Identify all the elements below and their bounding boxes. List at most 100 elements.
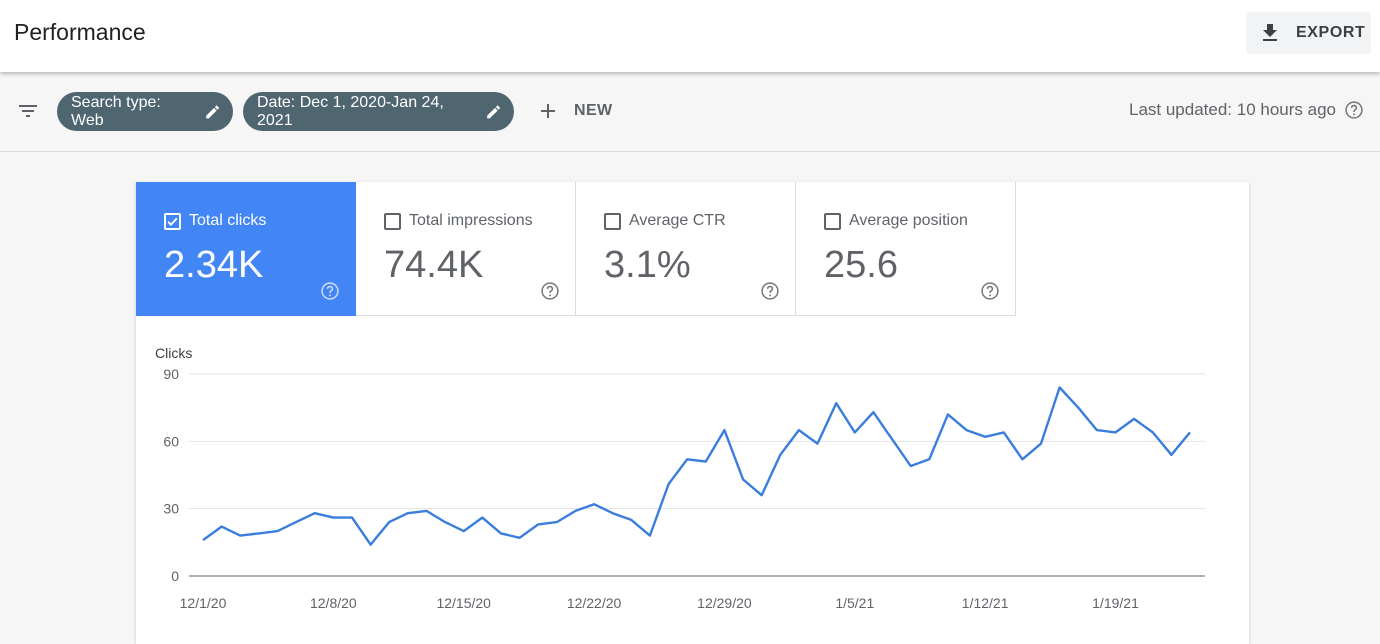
data-point[interactable] (290, 516, 302, 528)
data-point[interactable] (737, 473, 749, 485)
x-tick-label: 1/19/21 (1092, 595, 1139, 611)
metric-label: Average position (849, 212, 968, 229)
data-point[interactable] (1072, 402, 1084, 414)
help-icon[interactable] (540, 281, 560, 301)
metric-value: 25.6 (824, 244, 898, 286)
data-point[interactable] (197, 534, 209, 546)
data-point[interactable] (514, 532, 526, 544)
data-point[interactable] (774, 449, 786, 461)
search-type-chip-label: Search type: Web (71, 93, 161, 129)
metric-label-row: Average CTR (604, 212, 726, 230)
date-chip-label: Date: Dec 1, 2020-Jan 24, 2021 (257, 93, 444, 129)
data-point[interactable] (905, 460, 917, 472)
data-point[interactable] (1110, 426, 1122, 438)
y-tick-label: 60 (163, 433, 179, 449)
clicks-chart: Clicks 0 30 60 90 12/1/20 12/8/20 12/15/20 12/… (155, 345, 1205, 611)
metric-label: Total impressions (409, 212, 533, 229)
help-icon[interactable] (760, 281, 780, 301)
metric-label: Average CTR (629, 212, 726, 229)
metric-tile-total-impressions[interactable]: Total impressions 74.4K (356, 182, 576, 316)
export-button[interactable]: EXPORT (1246, 12, 1371, 54)
data-point[interactable] (327, 512, 339, 524)
data-point[interactable] (1184, 426, 1196, 438)
data-point[interactable] (234, 530, 246, 542)
data-point[interactable] (867, 406, 879, 418)
data-point[interactable] (569, 505, 581, 517)
data-point[interactable] (1147, 426, 1159, 438)
x-tick-label: 1/12/21 (962, 595, 1009, 611)
data-point[interactable] (271, 525, 283, 537)
data-point[interactable] (923, 453, 935, 465)
checkbox-icon[interactable] (824, 212, 841, 230)
new-filter-button[interactable]: NEW (536, 99, 613, 123)
data-point[interactable] (681, 453, 693, 465)
checkbox-icon[interactable] (384, 212, 401, 230)
data-point[interactable] (625, 514, 637, 526)
data-point[interactable] (849, 426, 861, 438)
data-point[interactable] (886, 433, 898, 445)
data-point[interactable] (979, 431, 991, 443)
data-point[interactable] (830, 397, 842, 409)
data-point[interactable] (346, 512, 358, 524)
download-icon (1263, 24, 1277, 41)
help-icon[interactable] (980, 281, 1000, 301)
data-point[interactable] (458, 525, 470, 537)
data-point[interactable] (383, 516, 395, 528)
plus-icon (541, 104, 555, 118)
checkbox-icon[interactable] (604, 212, 621, 230)
data-point[interactable] (1054, 381, 1066, 393)
y-tick-label: 30 (163, 501, 179, 517)
data-point[interactable] (607, 507, 619, 519)
metric-tile-average-position[interactable]: Average position 25.6 (796, 182, 1016, 316)
data-point[interactable] (253, 527, 265, 539)
data-point[interactable] (476, 512, 488, 524)
x-tick-label: 12/8/20 (310, 595, 357, 611)
data-point[interactable] (420, 505, 432, 517)
data-point[interactable] (1128, 413, 1140, 425)
data-point[interactable] (718, 424, 730, 436)
pencil-icon (487, 105, 500, 118)
data-point[interactable] (793, 424, 805, 436)
data-point[interactable] (961, 424, 973, 436)
data-point[interactable] (402, 507, 414, 519)
x-tick-label: 12/1/20 (180, 595, 227, 611)
clicks-series-line[interactable] (202, 386, 1191, 546)
data-point[interactable] (812, 438, 824, 450)
checkbox-checked-icon[interactable] (164, 212, 181, 230)
metric-value: 3.1% (604, 244, 691, 286)
data-point[interactable] (439, 516, 451, 528)
filter-icon[interactable] (16, 99, 40, 123)
data-point[interactable] (216, 521, 228, 533)
date-chip[interactable]: Date: Dec 1, 2020-Jan 24, 2021 (243, 92, 514, 131)
data-point[interactable] (1165, 449, 1177, 461)
data-point[interactable] (700, 456, 712, 468)
data-point[interactable] (588, 498, 600, 510)
data-point[interactable] (644, 530, 656, 542)
data-point[interactable] (663, 478, 675, 490)
page-title: Performance (14, 19, 146, 45)
data-point[interactable] (942, 408, 954, 420)
data-point[interactable] (495, 527, 507, 539)
metric-label-row: Total impressions (384, 212, 533, 230)
metric-label: Total clicks (189, 212, 267, 229)
data-point[interactable] (309, 507, 321, 519)
last-updated: Last updated: 10 hours ago (1129, 100, 1364, 120)
data-point[interactable] (551, 516, 563, 528)
data-point[interactable] (1091, 424, 1103, 436)
help-icon[interactable] (1344, 100, 1364, 120)
data-point[interactable] (365, 539, 377, 551)
data-point[interactable] (1016, 453, 1028, 465)
x-tick-label: 1/5/21 (835, 595, 874, 611)
y-tick-label: 90 (163, 366, 179, 382)
performance-card: Total clicks 2.34K Total impressions 74.… (136, 182, 1249, 644)
metric-tile-average-ctr[interactable]: Average CTR 3.1% (576, 182, 796, 316)
data-point[interactable] (532, 518, 544, 530)
pencil-icon (206, 105, 219, 118)
export-label: EXPORT (1296, 24, 1366, 41)
data-point[interactable] (756, 489, 768, 501)
data-point[interactable] (998, 426, 1010, 438)
metric-tile-total-clicks[interactable]: Total clicks 2.34K (136, 182, 356, 316)
data-point[interactable] (1035, 438, 1047, 450)
search-type-chip[interactable]: Search type: Web (57, 92, 233, 131)
help-icon[interactable] (320, 281, 340, 301)
